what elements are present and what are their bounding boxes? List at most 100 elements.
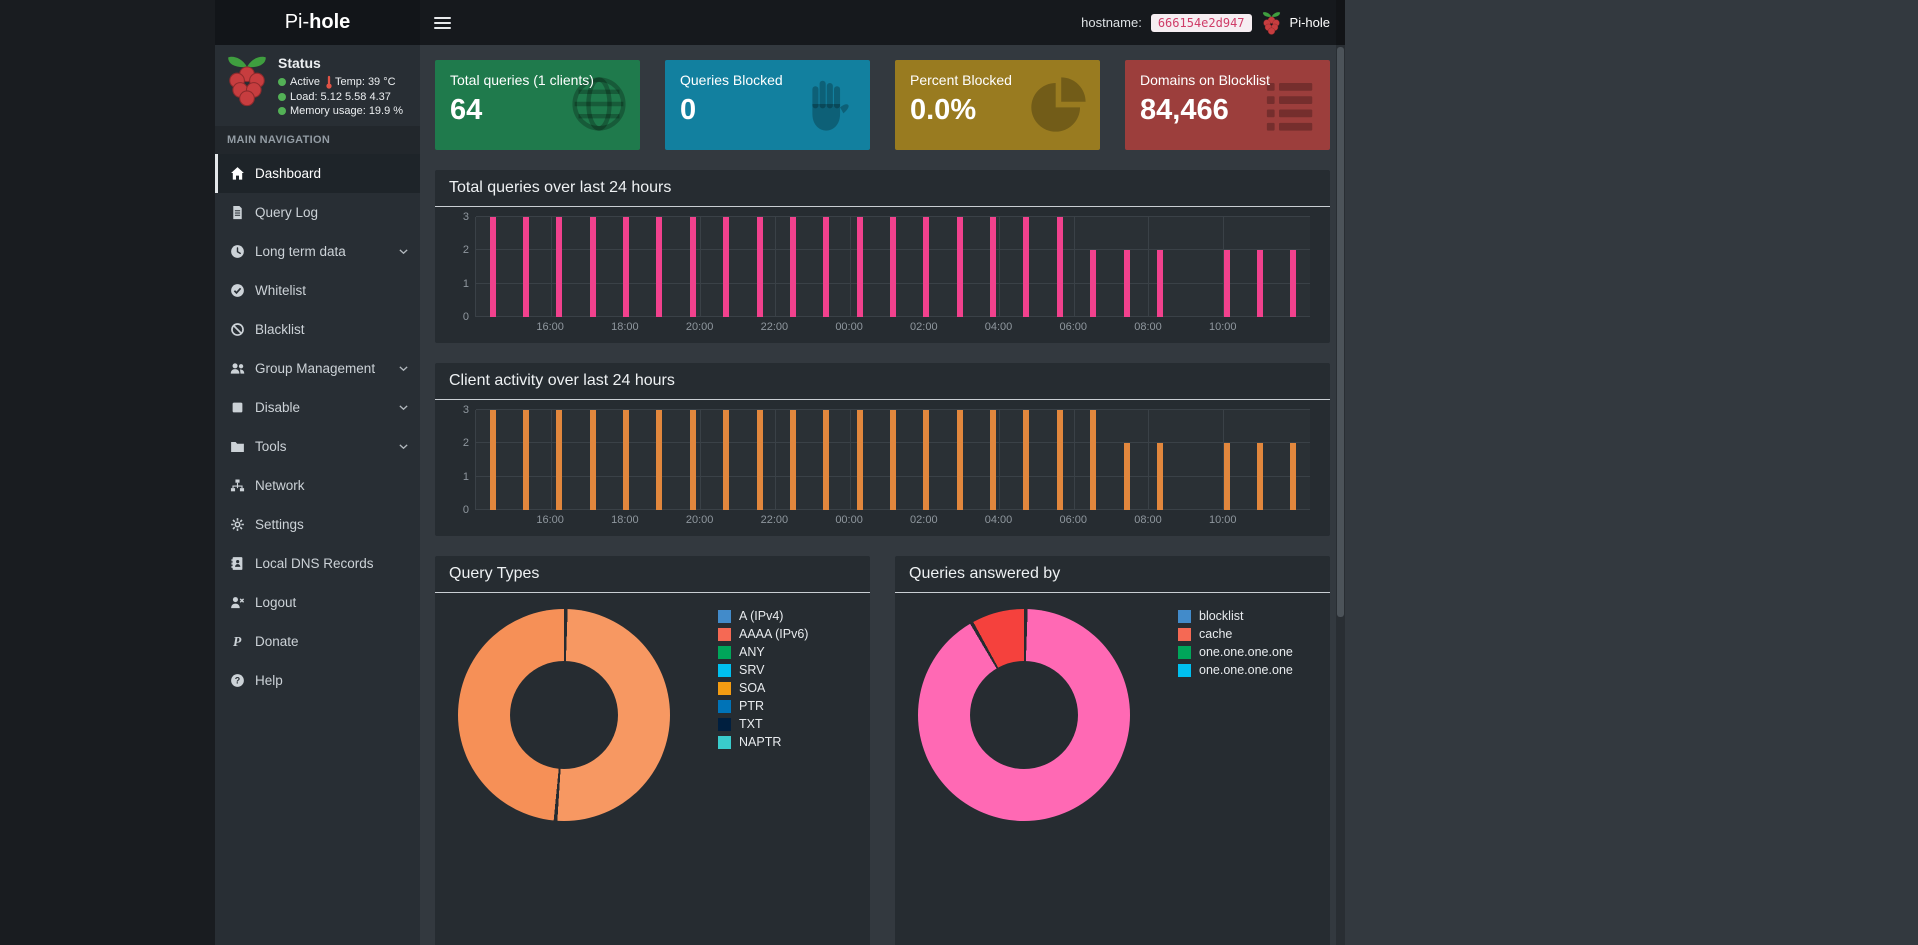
- sidebar-item-dashboard[interactable]: Dashboard: [215, 154, 420, 193]
- legend-item[interactable]: NAPTR: [718, 733, 808, 751]
- sidebar-item-query-log[interactable]: Query Log: [215, 193, 420, 232]
- chart-bar: [723, 410, 730, 510]
- main-content: Total queries (1 clients) 64 Queries Blo…: [420, 45, 1345, 945]
- chart-bar: [623, 410, 630, 510]
- chart-bar: [1023, 217, 1030, 317]
- sidebar-item-label: Query Log: [255, 205, 319, 220]
- panel-body: 3 2 1 0 16:00 18:00 20:00 22:00 00:00 02:00 04:00…: [435, 400, 1330, 536]
- status-title: Status: [278, 55, 321, 71]
- legend-label: SRV: [739, 663, 765, 677]
- file-icon: [230, 205, 246, 221]
- legend-swatch: [1178, 645, 1191, 659]
- top-navbar: Pi-hole hostname: 666154e2d947 Pi-hole: [215, 0, 1345, 45]
- card-value: 64: [450, 94, 483, 126]
- legend-swatch: [718, 663, 731, 677]
- panel-title: Queries answered by: [909, 565, 1061, 582]
- chevron-down-icon: [397, 440, 410, 453]
- sidebar-item-settings[interactable]: Settings: [215, 505, 420, 544]
- sidebar-item-label: Tools: [255, 439, 287, 454]
- chart-bar: [656, 410, 663, 510]
- panel-queries-answered: Queries answered by blocklist cache one.on…: [895, 556, 1330, 945]
- user-label: Pi-hole: [1289, 15, 1330, 30]
- sidebar-item-whitelist[interactable]: Whitelist: [215, 271, 420, 310]
- ban-icon: [230, 322, 246, 338]
- sidebar-item-blacklist[interactable]: Blacklist: [215, 310, 420, 349]
- scrollbar-thumb[interactable]: [1337, 47, 1344, 617]
- sidebar-item-label: Settings: [255, 517, 304, 532]
- stat-card-total-queries[interactable]: Total queries (1 clients) 64: [435, 60, 640, 150]
- sidebar-item-disable[interactable]: Disable: [215, 388, 420, 427]
- card-value: 84,466: [1140, 94, 1229, 126]
- queries-answered-donut[interactable]: [918, 609, 1130, 821]
- total-queries-chart[interactable]: 3 2 1 0 16:00 18:00 20:00 22:00 00:00 02:00 04:00…: [449, 211, 1316, 335]
- legend-item[interactable]: TXT: [718, 715, 808, 733]
- sidebar-item-help[interactable]: ? Help: [215, 661, 420, 700]
- brand-logo[interactable]: Pi-hole: [215, 0, 420, 45]
- chart-bar: [689, 410, 696, 510]
- legend-item[interactable]: PTR: [718, 697, 808, 715]
- check-circle-icon: [230, 283, 246, 299]
- chart-bar: [523, 217, 530, 317]
- legend-item[interactable]: AAAA (IPv6): [718, 625, 808, 643]
- sidebar-item-label: Network: [255, 478, 305, 493]
- stat-card-domains-blocklist[interactable]: Domains on Blocklist 84,466: [1125, 60, 1330, 150]
- network-icon: [230, 478, 246, 494]
- legend-item[interactable]: cache: [1178, 625, 1293, 643]
- legend-label: AAAA (IPv6): [739, 627, 809, 641]
- sidebar-item-label: Dashboard: [255, 166, 322, 181]
- legend-item[interactable]: SOA: [718, 679, 808, 697]
- status-active-row: Active Temp: 39 °C: [278, 75, 403, 89]
- chart-bar: [756, 410, 763, 510]
- panel-header: Query Types: [435, 556, 870, 593]
- legend-item[interactable]: ANY: [718, 643, 808, 661]
- x-tick-label: 20:00: [685, 321, 714, 333]
- query-types-legend: A (IPv4) AAAA (IPv6) ANY SRV SOA PTR TXT NAPTR: [718, 607, 808, 821]
- chart-bar: [489, 410, 496, 510]
- chart-bar: [890, 410, 896, 510]
- sidebar-item-long-term-data[interactable]: Long term data: [215, 232, 420, 271]
- stat-card-queries-blocked[interactable]: Queries Blocked 0: [665, 60, 870, 150]
- chart-bar: [1223, 250, 1230, 317]
- sidebar-item-local-dns-records[interactable]: Local DNS Records: [215, 544, 420, 583]
- legend-label: one.one.one.one: [1199, 645, 1293, 659]
- chart-bar: [956, 410, 963, 510]
- sidebar-item-label: Local DNS Records: [255, 556, 374, 571]
- panel-title: Query Types: [449, 565, 540, 582]
- sidebar-item-group-management[interactable]: Group Management: [215, 349, 420, 388]
- scrollbar[interactable]: [1336, 0, 1345, 945]
- stat-card-percent-blocked[interactable]: Percent Blocked 0.0%: [895, 60, 1100, 150]
- legend-item[interactable]: A (IPv4): [718, 607, 808, 625]
- sidebar-item-donate[interactable]: P Donate: [215, 622, 420, 661]
- user-menu[interactable]: Pi-hole: [1261, 11, 1330, 35]
- legend-item[interactable]: one.one.one.one: [1178, 643, 1293, 661]
- sidebar-item-logout[interactable]: Logout: [215, 583, 420, 622]
- chart-bar: [623, 217, 630, 317]
- legend-label: NAPTR: [739, 735, 782, 749]
- legend-swatch: [718, 627, 731, 641]
- legend-item[interactable]: SRV: [718, 661, 808, 679]
- y-tick-label: 2: [462, 437, 469, 450]
- x-tick-label: 10:00: [1208, 321, 1237, 333]
- clock-icon: [230, 244, 246, 260]
- query-types-donut[interactable]: [458, 609, 670, 821]
- sidebar-item-network[interactable]: Network: [215, 466, 420, 505]
- sidebar-toggle-button[interactable]: [420, 0, 464, 45]
- client-activity-chart[interactable]: 3 2 1 0 16:00 18:00 20:00 22:00 00:00 02:00 04:00…: [449, 404, 1316, 528]
- stop-icon: [230, 400, 246, 416]
- chevron-down-icon: [397, 362, 410, 375]
- legend-item[interactable]: blocklist: [1178, 607, 1293, 625]
- legend-swatch: [718, 699, 731, 713]
- gears-icon: [230, 517, 246, 533]
- x-tick-label: 00:00: [835, 514, 863, 526]
- hostname-label: hostname:: [1081, 15, 1142, 30]
- load-label: Load:: [290, 91, 318, 103]
- hostname-badge: 666154e2d947: [1150, 13, 1252, 32]
- legend-item[interactable]: one.one.one.one: [1178, 661, 1293, 679]
- legend-label: A (IPv4): [739, 609, 784, 623]
- x-tick-label: 16:00: [536, 321, 564, 333]
- legend-swatch: [1178, 627, 1191, 641]
- sidebar-item-tools[interactable]: Tools: [215, 427, 420, 466]
- chevron-down-icon: [397, 401, 410, 414]
- chart-bar: [1290, 443, 1297, 510]
- sidebar-item-label: Help: [255, 673, 283, 688]
